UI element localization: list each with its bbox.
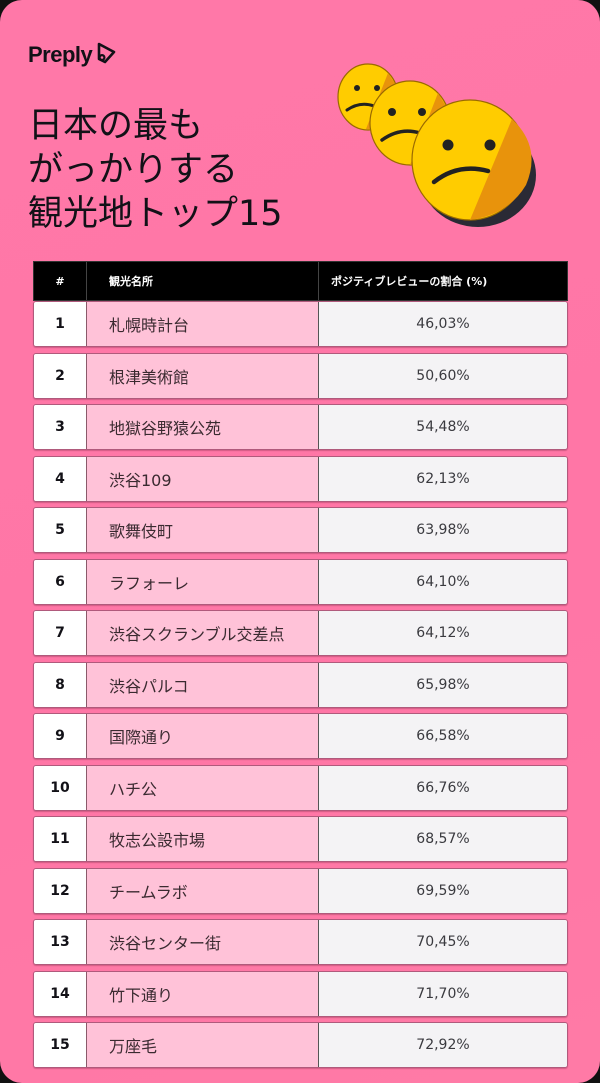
table-row: 7 渋谷スクランブル交差点 64,12% [33, 610, 568, 656]
value-cell: 72,92% [319, 1023, 567, 1067]
attraction-cell: 渋谷センター街 [87, 920, 319, 964]
value-cell: 69,59% [319, 868, 567, 913]
rank-cell: 3 [34, 405, 87, 449]
value-cell: 64,10% [319, 559, 567, 604]
rank-cell: 11 [34, 817, 87, 861]
table-header: # 観光名所 ポジティブレビューの割合 (%) [33, 261, 568, 301]
table-row: 11 牧志公設市場 68,57% [33, 816, 568, 862]
table-row: 3 地獄谷野猿公苑 54,48% [33, 404, 568, 450]
title-line-3: 観光地トップ15 [28, 194, 283, 234]
title-line-2: がっかりする [28, 150, 239, 190]
rank-cell: 6 [34, 559, 87, 604]
attraction-cell: 竹下通り [87, 971, 319, 1016]
table-row: 12 チームラボ 69,59% [33, 867, 568, 914]
table-row: 15 万座毛 72,92% [33, 1022, 568, 1068]
rank-cell: 2 [34, 353, 87, 398]
brand-logo: Preply [28, 41, 117, 69]
value-cell: 64,12% [319, 611, 567, 655]
value-cell: 46,03% [319, 302, 567, 346]
header-attraction: 観光名所 [86, 262, 318, 300]
attraction-cell: 歌舞伎町 [87, 508, 319, 552]
table-row: 5 歌舞伎町 63,98% [33, 507, 568, 553]
table-row: 6 ラフォーレ 64,10% [33, 558, 568, 605]
value-cell: 70,45% [319, 920, 567, 964]
attraction-cell: 国際通り [87, 714, 319, 758]
preply-play-icon [95, 41, 117, 69]
header-positive-review-rate: ポジティブレビューの割合 (%) [318, 262, 567, 300]
attraction-cell: チームラボ [87, 868, 319, 913]
title-line-1: 日本の最も [28, 106, 204, 146]
value-cell: 62,13% [319, 456, 567, 501]
table-row: 4 渋谷109 62,13% [33, 455, 568, 502]
attraction-cell: ハチ公 [87, 765, 319, 810]
table-row: 8 渋谷パルコ 65,98% [33, 661, 568, 708]
table-row: 14 竹下通り 71,70% [33, 970, 568, 1017]
value-cell: 66,76% [319, 765, 567, 810]
table-row: 9 国際通り 66,58% [33, 713, 568, 759]
attraction-cell: 万座毛 [87, 1023, 319, 1067]
rank-cell: 8 [34, 662, 87, 707]
table-row: 1 札幌時計台 46,03% [33, 301, 568, 347]
attraction-cell: 牧志公設市場 [87, 817, 319, 861]
table-row: 10 ハチ公 66,76% [33, 764, 568, 811]
brand-name: Preply [28, 42, 93, 67]
value-cell: 66,58% [319, 714, 567, 758]
rank-cell: 14 [34, 971, 87, 1016]
table-row: 13 渋谷センター街 70,45% [33, 919, 568, 965]
table-body: 1 札幌時計台 46,03% 2 根津美術館 50,60% 3 地獄谷野猿公苑 54,48%… [33, 301, 568, 1068]
rank-cell: 13 [34, 920, 87, 964]
value-cell: 63,98% [319, 508, 567, 552]
attraction-cell: 渋谷スクランブル交差点 [87, 611, 319, 655]
value-cell: 54,48% [319, 405, 567, 449]
attraction-cell: 地獄谷野猿公苑 [87, 405, 319, 449]
attraction-cell: 根津美術館 [87, 353, 319, 398]
rank-cell: 5 [34, 508, 87, 552]
attraction-cell: ラフォーレ [87, 559, 319, 604]
rank-cell: 12 [34, 868, 87, 913]
value-cell: 50,60% [319, 353, 567, 398]
ranking-table: # 観光名所 ポジティブレビューの割合 (%) 1 札幌時計台 46,03% 2 根津… [33, 261, 568, 1068]
sad-face-icon [411, 99, 536, 227]
value-cell: 71,70% [319, 971, 567, 1016]
rank-cell: 1 [34, 302, 87, 346]
attraction-cell: 渋谷パルコ [87, 662, 319, 707]
rank-cell: 10 [34, 765, 87, 810]
attraction-cell: 渋谷109 [87, 456, 319, 501]
rank-cell: 9 [34, 714, 87, 758]
value-cell: 65,98% [319, 662, 567, 707]
rank-cell: 7 [34, 611, 87, 655]
header-rank: # [55, 274, 65, 288]
table-row: 2 根津美術館 50,60% [33, 352, 568, 399]
rank-cell: 15 [34, 1023, 87, 1067]
value-cell: 68,57% [319, 817, 567, 861]
sad-faces-illustration [330, 55, 570, 235]
rank-cell: 4 [34, 456, 87, 501]
attraction-cell: 札幌時計台 [87, 302, 319, 346]
page-title: 日本の最も がっかりする 観光地トップ15 [28, 104, 283, 236]
